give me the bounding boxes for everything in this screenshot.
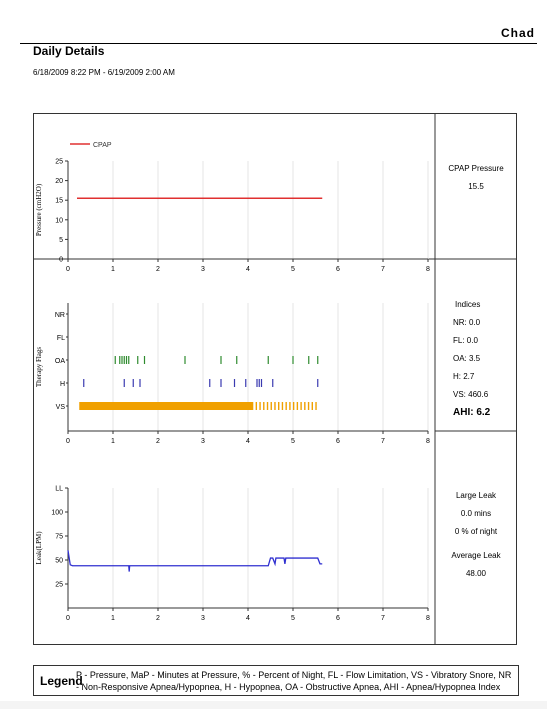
- indices-panel: Indices NR: 0.0 FL: 0.0 OA: 3.5 H: 2.7 V…: [453, 296, 513, 422]
- x-tick-label: 6: [336, 266, 340, 273]
- x-tick-label: 1: [111, 266, 115, 273]
- x-tick-label: 6: [336, 615, 340, 622]
- y-tick-label: 25: [55, 159, 63, 166]
- large-leak-label: Large Leak: [455, 491, 497, 500]
- average-leak-label: Average Leak: [451, 551, 501, 560]
- index-ahi: AHI: 6.2: [453, 407, 491, 418]
- x-tick-label: 2: [156, 615, 160, 622]
- x-tick-label: 6: [336, 438, 340, 445]
- y-tick-label: 50: [55, 558, 63, 565]
- x-tick-label: 4: [246, 438, 250, 445]
- x-tick-label: 5: [291, 615, 295, 622]
- legend-cpap-label: CPAP: [93, 142, 112, 149]
- x-tick-label: 8: [426, 615, 430, 622]
- y-tick-label: 20: [55, 178, 63, 185]
- leak-panel: Large Leak 0.0 mins 0 % of night Average…: [436, 487, 516, 583]
- x-tick-label: 5: [291, 438, 295, 445]
- flag-row-label: OA: [55, 358, 65, 365]
- index-nr: NR: 0.0: [453, 318, 481, 327]
- x-tick-label: 2: [156, 438, 160, 445]
- index-h: H: 2.7: [453, 372, 475, 381]
- y-tick-label: 10: [55, 217, 63, 224]
- legend-box: Legend P - Pressure, MaP - Minutes at Pr…: [33, 665, 519, 696]
- large-leak-mins: 0.0 mins: [460, 509, 492, 518]
- pressure-label: CPAP Pressure: [448, 164, 504, 173]
- x-tick-label: 7: [381, 266, 385, 273]
- x-tick-label: 3: [201, 266, 205, 273]
- y-tick-label: 75: [55, 534, 63, 541]
- x-tick-label: 1: [111, 615, 115, 622]
- x-tick-label: 0: [66, 438, 70, 445]
- legend-title: Legend: [40, 674, 83, 688]
- flag-row-label: NR: [55, 312, 65, 319]
- x-tick-label: 4: [246, 615, 250, 622]
- y-tick-label: 0: [59, 257, 63, 264]
- index-vs: VS: 460.6: [453, 390, 489, 399]
- x-tick-label: 7: [381, 615, 385, 622]
- x-tick-label: 8: [426, 266, 430, 273]
- y-axis-label: Leak(LPM): [35, 531, 43, 565]
- charts-frame: [33, 113, 517, 645]
- index-fl: FL: 0.0: [453, 336, 478, 345]
- index-oa: OA: 3.5: [453, 354, 481, 363]
- x-tick-label: 5: [291, 266, 295, 273]
- leak-series-line: [67, 550, 323, 572]
- header-divider: [20, 43, 537, 44]
- y-tick-label: 5: [59, 237, 63, 244]
- x-tick-label: 7: [381, 438, 385, 445]
- x-tick-label: 0: [66, 615, 70, 622]
- large-leak-pct: 0 % of night: [454, 527, 498, 536]
- date-range: 6/18/2009 8:22 PM - 6/19/2009 2:00 AM: [33, 68, 175, 77]
- flag-row-label: H: [60, 381, 65, 388]
- indices-title: Indices: [455, 300, 481, 309]
- x-tick-label: 8: [426, 438, 430, 445]
- legend-text: P - Pressure, MaP - Minutes at Pressure,…: [76, 670, 512, 692]
- pressure-panel: CPAP Pressure 15.5: [436, 160, 516, 196]
- x-tick-label: 1: [111, 438, 115, 445]
- y-tick-label: 100: [51, 510, 63, 517]
- pressure-value: 15.5: [468, 182, 484, 191]
- y-tick-label: 15: [55, 198, 63, 205]
- y-axis-label: Pressure (cmH2O): [35, 183, 43, 236]
- bottom-strip: [0, 701, 547, 709]
- x-tick-label: 4: [246, 266, 250, 273]
- page-title: Daily Details: [33, 44, 105, 58]
- x-tick-label: 3: [201, 615, 205, 622]
- user-name: Chad: [501, 26, 535, 40]
- vs-event-band: [79, 402, 253, 410]
- x-tick-label: 0: [66, 266, 70, 273]
- y-axis-label: Therapy Flags: [35, 347, 43, 388]
- x-tick-label: 2: [156, 266, 160, 273]
- average-leak-value: 48.00: [465, 569, 487, 578]
- flag-row-label: FL: [57, 335, 65, 342]
- flag-row-label: VS: [56, 404, 66, 411]
- x-tick-label: 3: [201, 438, 205, 445]
- y-tick-label: 25: [55, 582, 63, 589]
- y-tick-label: LL: [55, 486, 63, 493]
